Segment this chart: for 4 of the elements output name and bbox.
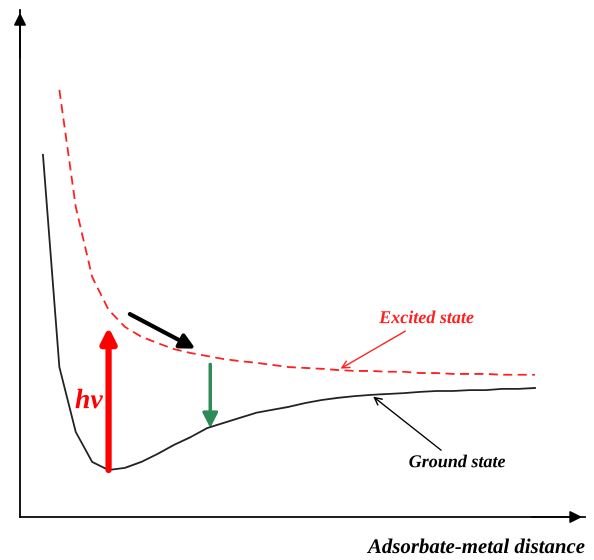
x-axis-title: Adsorbate-metal distance <box>366 538 585 554</box>
annotation: Excited state <box>379 310 474 324</box>
annotation: Ground state <box>409 454 506 468</box>
annotation: hν <box>75 388 103 408</box>
